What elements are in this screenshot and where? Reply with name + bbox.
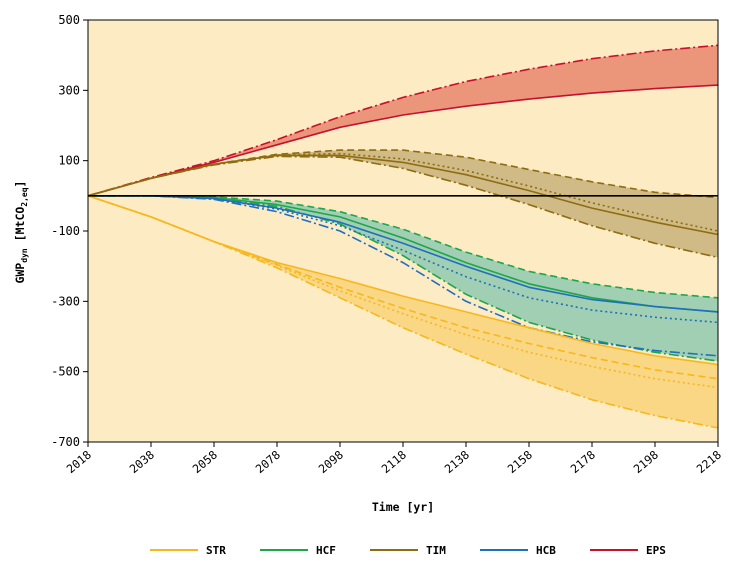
y-tick-label: -100 <box>51 224 80 238</box>
y-title-main: GWP <box>13 263 27 284</box>
legend: STR HCF TIM HCB EPS <box>150 544 666 557</box>
x-axis-title: Time [yr] <box>372 500 434 514</box>
series-line-str-dashdot <box>87 195 719 429</box>
y-tick-label: -700 <box>51 435 80 449</box>
legend-label-hcb: HCB <box>536 544 556 557</box>
band-tim <box>88 150 718 258</box>
series-line-tim-dotted <box>87 152 719 232</box>
y-tick-label: -500 <box>51 365 80 379</box>
legend-label-str: STR <box>206 544 226 557</box>
y-tick-label: 500 <box>58 13 80 27</box>
legend-label-eps: EPS <box>646 544 666 557</box>
y-tick-label: -300 <box>51 294 80 308</box>
y-axis-title: GWPdyn [MtCO2,eq] <box>13 181 29 284</box>
x-tick-label: 2118 <box>379 448 409 477</box>
y-tick-label: 300 <box>58 83 80 97</box>
band-eps <box>88 45 718 196</box>
y-title-unit-close: ] <box>13 181 27 188</box>
legend-label-tim: TIM <box>426 544 446 557</box>
legend-label-hcf: HCF <box>316 544 336 557</box>
x-tick-label: 2058 <box>190 448 220 477</box>
series-line-eps-solid <box>87 84 719 197</box>
x-tick-label: 2218 <box>694 448 724 477</box>
series-line-hcb-dotted <box>88 195 719 324</box>
series-line-hcf-dashdot <box>88 195 719 362</box>
series-line-hcb-dashdot <box>88 195 719 357</box>
y-title-unit: [MtCO <box>13 207 27 249</box>
x-tick-label: 2158 <box>505 448 535 477</box>
x-tick-label: 2138 <box>442 448 472 477</box>
x-tick-label: 2178 <box>568 448 598 477</box>
y-title-unit-sub: 2,eq <box>20 187 29 206</box>
x-axis: 2018 2038 2058 2078 2098 2118 2138 2158 2178 2198… <box>64 442 724 476</box>
y-axis: 500 300 100 -100 -300 -500 -700 <box>51 13 88 449</box>
x-tick-label: 2078 <box>253 448 283 477</box>
y-tick-label: 100 <box>58 154 80 168</box>
x-tick-label: 2018 <box>64 448 94 477</box>
band-hcf <box>88 195 718 362</box>
x-tick-label: 2098 <box>316 448 346 477</box>
series-line-tim-dashdot <box>87 155 719 259</box>
series-line-tim-dashed <box>87 149 719 199</box>
x-tick-label: 2198 <box>631 448 661 477</box>
x-tick-label: 2038 <box>127 448 157 477</box>
series-line-eps-dashdot <box>87 44 719 197</box>
series-lines <box>87 44 719 429</box>
y-title-sub: dyn <box>20 248 29 263</box>
